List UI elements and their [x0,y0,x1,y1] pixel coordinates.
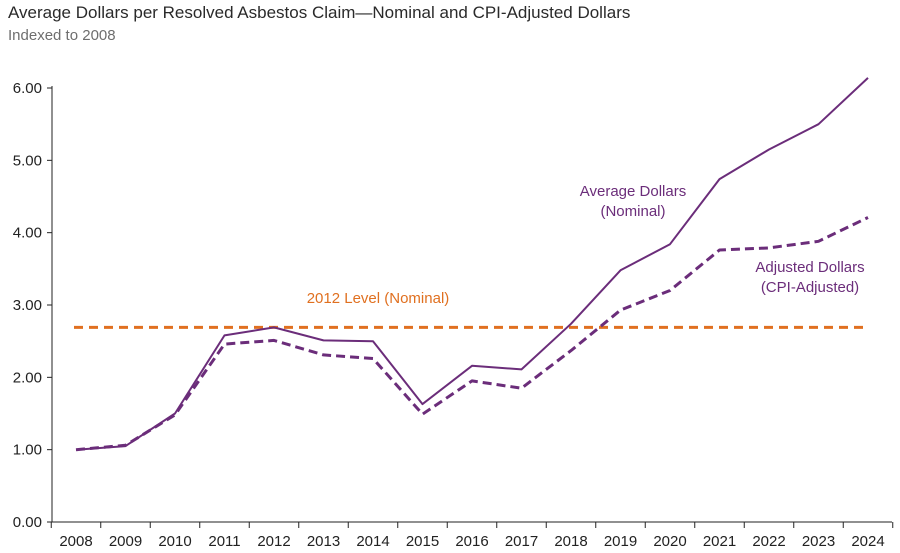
y-tick-label: 0.00 [13,514,42,531]
y-tick-label: 1.00 [13,442,42,459]
x-tick-label: 2009 [109,533,142,550]
nominal-series-label: Average Dollars [580,183,686,200]
y-tick-label: 5.00 [13,152,42,169]
x-tick-label: 2008 [59,533,92,550]
chart-title: Average Dollars per Resolved Asbestos Cl… [8,3,631,22]
x-tick-label: 2021 [703,533,736,550]
reference-line-label: 2012 Level (Nominal) [307,290,450,307]
x-tick-label: 2024 [851,533,884,550]
y-tick-label: 2.00 [13,369,42,386]
y-tick-label: 4.00 [13,225,42,242]
y-tick-label: 6.00 [13,80,42,97]
adjusted-series-label: (CPI-Adjusted) [761,279,859,296]
series-line-adjusted [75,216,869,452]
x-tick-label: 2016 [455,533,488,550]
y-tick-label: 3.00 [13,297,42,314]
series-lines [75,77,869,452]
x-tick-label: 2017 [505,533,538,550]
x-tick-label: 2013 [307,533,340,550]
x-tick-label: 2010 [158,533,191,550]
x-tick-label: 2020 [653,533,686,550]
axes: 0.00 1.00 2.00 3.00 4.00 5.00 6.00 2008 2009 2010… [13,80,894,550]
x-tick-label: 2015 [406,533,439,550]
nominal-series-label: (Nominal) [600,203,665,220]
series-line-nominal [75,77,869,451]
x-tick-label: 2014 [356,533,389,550]
chart-subtitle: Indexed to 2008 [8,27,116,44]
annotations: 2012 Level (Nominal) Average Dollars (Nomi… [307,183,865,307]
x-tick-label: 2023 [802,533,835,550]
x-tick-label: 2012 [257,533,290,550]
x-tick-label: 2022 [752,533,785,550]
adjusted-series-label: Adjusted Dollars [755,259,864,276]
x-tick-label: 2018 [554,533,587,550]
x-tick-label: 2011 [208,533,240,550]
x-tick-label: 2019 [604,533,637,550]
